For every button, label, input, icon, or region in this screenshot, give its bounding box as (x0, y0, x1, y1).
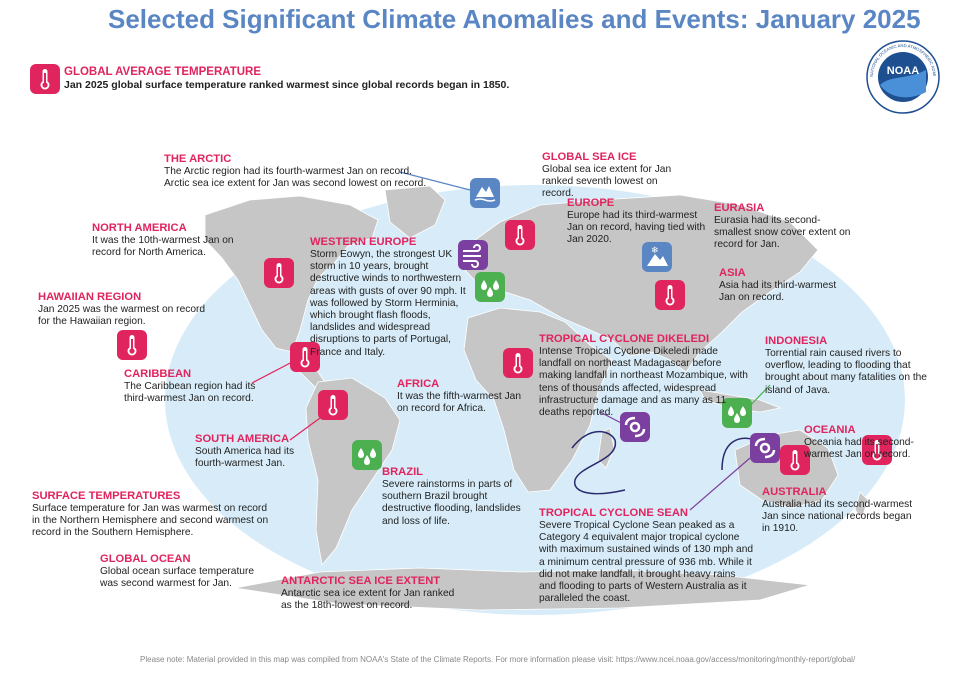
asia-heading: ASIA (719, 267, 746, 279)
label-south-america: SOUTH AMERICA South America had its four… (195, 432, 305, 470)
ocean-heading: GLOBAL OCEAN (100, 553, 191, 565)
sean-text: Severe Tropical Cyclone Sean peaked as a… (539, 520, 754, 605)
hawaii-heading: HAWAIIAN REGION (38, 291, 142, 303)
label-antarctic-sea-ice: ANTARCTIC SEA ICE EXTENT Antarctic sea i… (281, 574, 466, 612)
thermometer-icon-oceania (862, 435, 892, 465)
indonesia-text: Torrential rain caused rivers to overflo… (765, 348, 927, 396)
thermometer-icon-north-america (264, 258, 294, 288)
ocean-text: Global ocean surface temperature was sec… (100, 566, 255, 590)
sea-ice-icon (470, 178, 500, 208)
label-global-sea-ice: GLOBAL SEA ICE Global sea ice extent for… (542, 150, 687, 201)
eurasia-heading: EURASIA (714, 202, 765, 214)
thermometer-icon-asia (655, 280, 685, 310)
noaa-logo-text: NOAA (887, 65, 919, 77)
thermometer-icon-australia (780, 445, 810, 475)
label-brazil: BRAZIL Severe rainstorms in parts of sou… (382, 465, 532, 528)
asia-text: Asia had its third-warmest Jan on record… (719, 280, 837, 304)
label-indonesia: INDONESIA Torrential rain caused rivers … (765, 334, 940, 397)
antarctic-text: Antarctic sea ice extent for Jan ranked … (281, 588, 455, 612)
europe-text: Europe had its third-warmest Jan on reco… (567, 210, 706, 246)
caribbean-text: The Caribbean region had its third-warme… (124, 381, 256, 405)
thermometer-icon-europe (505, 220, 535, 250)
wind-storm-icon-western-europe (458, 240, 488, 270)
label-north-america: NORTH AMERICA It was the 10th-warmest Ja… (92, 221, 252, 259)
africa-heading: AFRICA (397, 378, 440, 390)
cyclone-icon-sean (750, 433, 780, 463)
sea-ice-text: Global sea ice extent for Jan ranked sev… (542, 164, 672, 200)
antarctic-heading: ANTARCTIC SEA ICE EXTENT (281, 575, 441, 587)
brazil-text: Severe rainstorms in parts of southern B… (382, 479, 521, 527)
surface-text: Surface temperature for Jan was warmest … (32, 503, 269, 539)
landmass-antarctica (234, 567, 811, 611)
svg-text:❄: ❄ (651, 246, 659, 256)
label-europe: EUROPE Europe had its third-warmest Jan … (567, 196, 707, 247)
global-average-temperature: GLOBAL AVERAGE TEMPERATURE Jan 2025 glob… (64, 65, 509, 91)
thermometer-icon-africa (503, 348, 533, 378)
dikeledi-text: Intense Tropical Cyclone Dikeledi made l… (539, 346, 748, 419)
australia-heading: AUSTRALIA (762, 486, 827, 498)
landmass-eurasia (464, 194, 819, 373)
africa-text: It was the fifth-warmest Jan on record f… (397, 391, 521, 415)
label-cyclone-sean: TROPICAL CYCLONE SEAN Severe Tropical Cy… (539, 506, 754, 605)
leader-line-sean (689, 457, 751, 511)
global-average-heading: GLOBAL AVERAGE TEMPERATURE (64, 66, 261, 78)
thermometer-icon-hawaii (117, 330, 147, 360)
snow-cover-icon: ❄ (642, 242, 672, 272)
landmass-madagascar (597, 427, 615, 469)
thermometer-icon-caribbean (290, 342, 320, 372)
label-oceania: OCEANIA Oceania had its second-warmest J… (804, 423, 944, 461)
south-america-heading: SOUTH AMERICA (195, 433, 290, 445)
label-asia: ASIA Asia had its third-warmest Jan on r… (719, 266, 844, 304)
label-africa: AFRICA It was the fifth-warmest Jan on r… (397, 377, 522, 415)
australia-text: Australia had its second-warmest Jan sin… (762, 499, 913, 535)
label-caribbean: CARIBBEAN The Caribbean region had its t… (124, 367, 259, 405)
leader-line-caribbean (251, 359, 297, 384)
thermometer-icon-south-america (318, 390, 348, 420)
north-america-text: It was the 10th-warmest Jan on record fo… (92, 235, 234, 259)
dikeledi-heading: TROPICAL CYCLONE DIKELEDI (539, 333, 710, 345)
leader-line-south-america (289, 417, 321, 441)
label-hawaiian-region: HAWAIIAN REGION Jan 2025 was the warmest… (38, 290, 208, 328)
south-america-text: South America had its fourth-warmest Jan… (195, 446, 295, 470)
landmass-greenland (384, 185, 446, 239)
hawaii-text: Jan 2025 was the warmest on record for t… (38, 304, 206, 328)
oceania-heading: OCEANIA (804, 424, 856, 436)
leader-line-arctic (399, 171, 471, 191)
landmass-africa (463, 307, 613, 493)
sean-heading: TROPICAL CYCLONE SEAN (539, 507, 688, 519)
label-global-ocean: GLOBAL OCEAN Global ocean surface temper… (100, 552, 265, 590)
surface-heading: SURFACE TEMPERATURES (32, 490, 181, 502)
noaa-logo: NOAA NATIONAL OCEANIC AND ATMOSPHERIC AD… (866, 40, 940, 114)
indonesia-heading: INDONESIA (765, 335, 828, 347)
rain-icon-western-europe (475, 272, 505, 302)
north-america-heading: NORTH AMERICA (92, 222, 187, 234)
rain-icon-indonesia (722, 398, 752, 428)
footnote: Please note: Material provided in this m… (140, 655, 856, 664)
landmass-south-america (305, 377, 401, 566)
global-average-text: Jan 2025 global surface temperature rank… (64, 79, 510, 91)
western-europe-heading: WESTERN EUROPE (310, 236, 417, 248)
rain-icon-brazil (352, 440, 382, 470)
western-europe-text: Storm Eowyn, the strongest UK storm in 1… (310, 249, 466, 358)
sea-ice-heading: GLOBAL SEA ICE (542, 151, 637, 163)
label-surface-temperatures: SURFACE TEMPERATURES Surface temperature… (32, 489, 272, 540)
label-eurasia: EURASIA Eurasia had its second-smallest … (714, 201, 854, 252)
arctic-heading: THE ARCTIC (164, 153, 232, 165)
label-western-europe: WESTERN EUROPE Storm Eowyn, the stronges… (310, 235, 470, 359)
landmass-new-zealand (854, 491, 869, 519)
thermometer-icon (30, 64, 60, 94)
page-title: Selected Significant Climate Anomalies a… (108, 4, 921, 34)
cyclone-icon-dikeledi (620, 412, 650, 442)
label-australia: AUSTRALIA Australia had its second-warme… (762, 485, 922, 536)
eurasia-text: Eurasia had its second-smallest snow cov… (714, 215, 851, 251)
label-dikeledi: TROPICAL CYCLONE DIKELEDI Intense Tropic… (539, 332, 749, 419)
oceania-text: Oceania had its second-warmest Jan on re… (804, 437, 914, 461)
brazil-heading: BRAZIL (382, 466, 424, 478)
storm-track-dikeledi (571, 430, 626, 495)
europe-heading: EUROPE (567, 197, 615, 209)
caribbean-heading: CARIBBEAN (124, 368, 192, 380)
arctic-text: The Arctic region had its fourth-warmest… (164, 166, 427, 190)
label-arctic: THE ARCTIC The Arctic region had its fou… (164, 152, 429, 190)
